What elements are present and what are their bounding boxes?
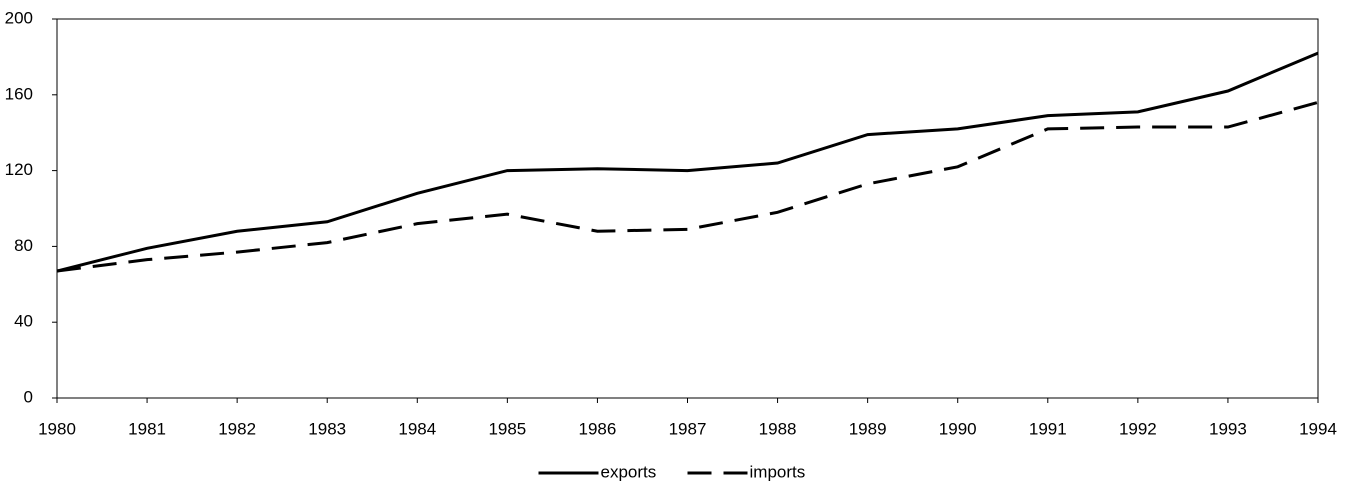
x-tick-label: 1980: [38, 419, 76, 438]
y-tick-label: 80: [14, 236, 33, 255]
x-tick-label: 1983: [308, 419, 346, 438]
x-tick-label: 1981: [128, 419, 166, 438]
x-tick-label: 1988: [759, 419, 797, 438]
y-tick-label: 40: [14, 312, 33, 331]
y-tick-label: 160: [5, 84, 33, 103]
series-line: [56, 100, 1319, 273]
legend-label: exports: [601, 462, 657, 481]
y-tick-label: 0: [24, 387, 33, 406]
x-tick-label: 1986: [579, 419, 617, 438]
x-tick-label: 1991: [1029, 419, 1067, 438]
y-tick-label: 200: [5, 8, 33, 27]
x-tick-label: 1987: [669, 419, 707, 438]
x-tick-label: 1982: [218, 419, 256, 438]
plot-area: [56, 18, 1319, 399]
x-tick-label: 1990: [939, 419, 977, 438]
x-tick-label: 1992: [1119, 419, 1157, 438]
x-tick-label: 1985: [488, 419, 526, 438]
x-tick-label: 1984: [398, 419, 436, 438]
series-line: [56, 51, 1319, 273]
legend-label: imports: [750, 462, 806, 481]
y-tick-label: 120: [5, 160, 33, 179]
x-tick-label: 1989: [849, 419, 887, 438]
x-tick-label: 1994: [1299, 419, 1337, 438]
x-tick-label: 1993: [1209, 419, 1247, 438]
